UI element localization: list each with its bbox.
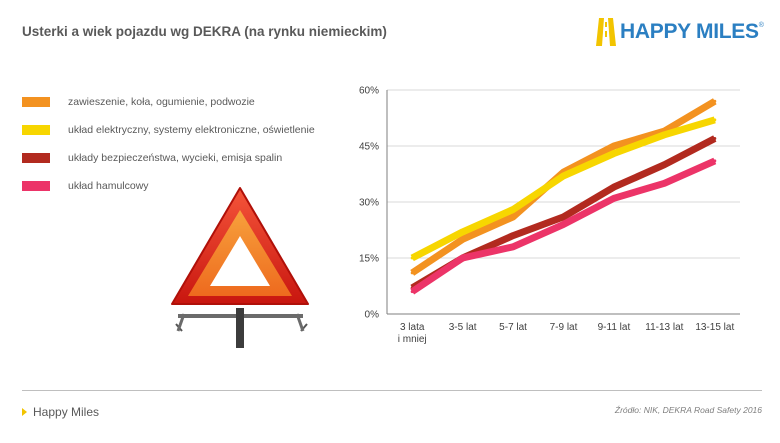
footer-divider [22, 390, 762, 391]
y-tick-label: 30% [359, 198, 379, 209]
data-point [410, 271, 414, 275]
chart-legend: zawieszenie, koła, ogumienie, podwozie uk… [22, 88, 315, 200]
legend-label: układ hamulcowy [68, 180, 149, 192]
data-point [612, 185, 616, 189]
data-point [612, 151, 616, 155]
warning-triangle-icon [171, 187, 309, 348]
x-tick-label: 7-9 lat [550, 322, 578, 333]
x-tick-label: 3 lata i mniej [398, 322, 427, 345]
data-point [562, 174, 565, 178]
x-tick-label: 3-5 lat [449, 322, 477, 333]
data-point [662, 133, 666, 137]
legend-item: układ hamulcowy [22, 172, 315, 200]
series-line [410, 116, 716, 262]
line-chart: 0% 15% 30% 45% 60% 3 lata i mniej 3-5 lat 5-7 la… [359, 86, 740, 345]
y-tick-label: 45% [359, 142, 379, 153]
x-tick-label: 13-15 lat [695, 322, 734, 333]
data-point [410, 290, 414, 294]
registered-mark: ® [758, 22, 764, 29]
legend-item: zawieszenie, koła, ogumienie, podwozie [22, 88, 315, 116]
data-point [713, 137, 717, 141]
data-point [511, 245, 515, 249]
data-point [461, 237, 465, 241]
y-tick-label: 60% [359, 86, 379, 97]
data-point [461, 256, 465, 260]
legend-item: układy bezpieczeństwa, wycieki, emisja s… [22, 144, 315, 172]
legend-label: układy bezpieczeństwa, wycieki, emisja s… [68, 152, 283, 164]
data-point [662, 163, 666, 167]
data-point [511, 234, 515, 238]
data-point [662, 181, 666, 185]
data-point [410, 256, 414, 260]
footer-brand: Happy Miles [22, 405, 99, 419]
x-tick-label: 5-7 lat [499, 322, 527, 333]
data-point [713, 118, 717, 122]
brand-name: HAPPY MILES [620, 20, 759, 43]
data-point [562, 222, 565, 226]
data-point [713, 159, 717, 163]
data-point [612, 144, 616, 148]
series-line [410, 157, 717, 295]
footer-arrow-icon [22, 408, 27, 416]
legend-label: układ elektryczny, systemy elektroniczne… [68, 124, 315, 136]
footer-brand-text: Happy Miles [33, 405, 100, 419]
data-point [461, 230, 465, 234]
series-line [410, 98, 717, 276]
road-logo-icon [596, 18, 616, 46]
legend-swatch [22, 181, 50, 191]
x-tick-label: 11-13 lat [645, 322, 683, 333]
data-point [562, 215, 565, 219]
y-tick-label: 0% [365, 310, 380, 321]
legend-item: układ elektryczny, systemy elektroniczne… [22, 116, 315, 144]
legend-swatch [22, 97, 50, 107]
page-title: Usterki a wiek pojazdu wg DEKRA (na rynk… [22, 24, 387, 39]
data-point [511, 207, 515, 211]
brand-logo: HAPPY MILES ® [596, 16, 764, 48]
data-point [612, 196, 616, 200]
x-tick-label: 9-11 lat [598, 322, 631, 333]
legend-swatch [22, 153, 50, 163]
legend-swatch [22, 125, 50, 135]
data-point [713, 99, 717, 103]
data-point [511, 215, 515, 219]
source-note: Źródło: NIK, DEKRA Road Safety 2016 [614, 405, 762, 415]
y-tick-label: 15% [359, 254, 379, 265]
legend-label: zawieszenie, koła, ogumienie, podwozie [68, 96, 255, 108]
